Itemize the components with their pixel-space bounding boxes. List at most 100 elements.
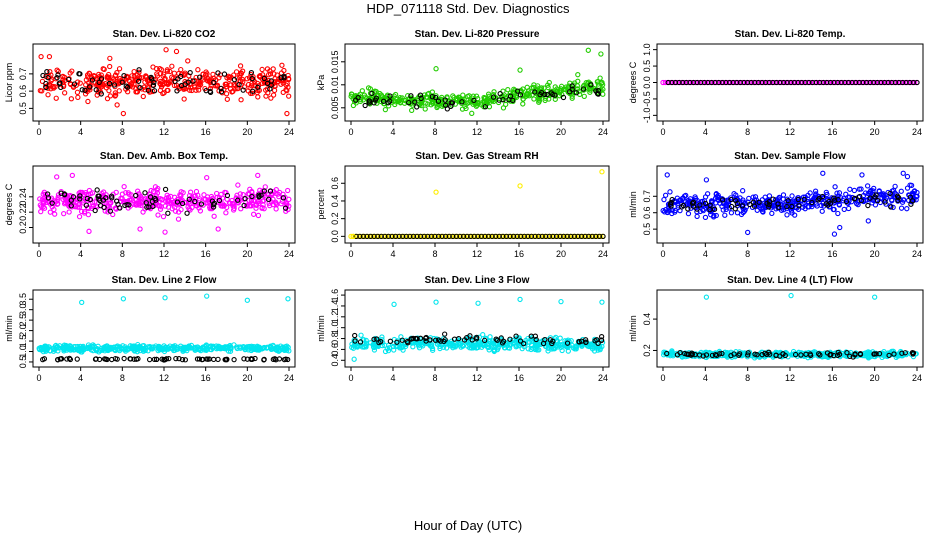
data-point-alt — [895, 194, 902, 201]
data-point — [845, 205, 852, 212]
data-point — [793, 351, 800, 357]
data-point — [685, 210, 692, 217]
data-point-alt — [780, 79, 787, 86]
data-point — [565, 337, 571, 343]
data-point — [419, 341, 426, 347]
data-point-alt — [154, 356, 160, 362]
data-point-alt — [371, 336, 377, 342]
data-point — [822, 353, 828, 360]
data-point-alt — [525, 233, 531, 239]
data-point-alt — [676, 79, 682, 86]
data-point-alt — [89, 77, 96, 83]
data-point-alt — [744, 79, 751, 86]
data-point-alt — [728, 203, 735, 210]
x-tick-label: 16 — [827, 127, 837, 137]
data-point — [61, 345, 68, 351]
data-point — [191, 83, 198, 89]
y-tick-label: 0.0 — [642, 76, 652, 89]
data-point-alt — [387, 98, 393, 104]
data-point-alt — [682, 350, 688, 357]
y-axis-label: kPa — [316, 75, 326, 91]
data-point — [138, 75, 145, 81]
data-point — [237, 191, 243, 197]
data-point — [898, 205, 905, 211]
data-point-alt — [546, 233, 553, 239]
y-tick-label: 1.0 — [642, 43, 652, 56]
data-point-alt — [669, 79, 675, 86]
data-point-alt — [777, 353, 783, 359]
data-point — [679, 195, 686, 202]
data-point-alt — [767, 351, 773, 357]
data-point — [283, 208, 289, 214]
data-point-alt — [159, 356, 165, 362]
data-point — [204, 75, 210, 81]
data-point — [255, 87, 261, 94]
data-point — [580, 84, 586, 90]
data-point-alt — [111, 82, 118, 88]
data-point — [228, 345, 234, 351]
data-point — [429, 347, 436, 353]
data-point-alt — [873, 351, 879, 357]
data-point — [715, 192, 721, 199]
data-point-alt — [94, 187, 100, 193]
data-point-outlier — [173, 48, 180, 55]
data-point-alt — [701, 79, 707, 86]
data-point — [561, 341, 567, 347]
data-point — [158, 67, 165, 73]
data-point-alt — [58, 356, 65, 362]
data-point — [135, 188, 141, 194]
data-point-alt — [387, 338, 394, 344]
data-point — [131, 68, 137, 75]
data-point — [363, 337, 369, 344]
data-point — [70, 84, 77, 90]
x-tick-label: 12 — [785, 249, 795, 259]
data-point — [247, 186, 253, 192]
data-point-alt — [478, 233, 485, 239]
data-point-outlier — [238, 97, 244, 103]
x-tick-label: 20 — [556, 249, 566, 259]
data-point-alt — [795, 79, 801, 86]
data-point — [108, 200, 114, 206]
data-point-alt — [496, 233, 502, 239]
data-point — [206, 198, 212, 205]
data-point-alt — [513, 333, 519, 339]
data-point-alt — [355, 95, 361, 101]
data-point — [595, 78, 601, 85]
data-point-alt — [133, 356, 140, 362]
x-tick-label: 4 — [390, 249, 395, 259]
data-point-alt — [514, 233, 520, 239]
data-point — [160, 78, 166, 85]
data-point-alt — [791, 79, 798, 86]
data-point-alt — [844, 350, 850, 356]
data-point-alt — [728, 196, 734, 203]
data-point — [261, 197, 267, 204]
data-point-alt — [580, 86, 587, 92]
data-point — [229, 197, 235, 204]
data-point — [279, 62, 285, 68]
data-point — [60, 77, 66, 83]
data-point-alt — [268, 78, 274, 84]
data-point-alt — [910, 350, 917, 356]
x-tick-label: 20 — [242, 373, 252, 383]
data-point — [240, 192, 246, 198]
data-point-alt — [881, 79, 888, 86]
data-point-alt — [412, 335, 419, 342]
data-point-outlier — [745, 229, 751, 236]
data-point-alt — [209, 198, 216, 204]
data-point-alt — [533, 336, 539, 343]
data-point — [181, 346, 187, 352]
data-point-alt — [683, 79, 689, 86]
data-point — [367, 95, 374, 101]
data-point — [178, 66, 184, 73]
data-point — [491, 348, 497, 355]
data-point-alt — [540, 340, 547, 347]
data-point — [756, 204, 763, 210]
data-point-alt — [108, 193, 115, 199]
data-point — [365, 85, 372, 91]
data-point-alt — [856, 79, 862, 86]
data-point — [196, 196, 203, 202]
data-point — [409, 96, 415, 102]
data-point — [173, 346, 180, 353]
data-point-alt — [835, 79, 841, 86]
data-point — [904, 185, 911, 191]
